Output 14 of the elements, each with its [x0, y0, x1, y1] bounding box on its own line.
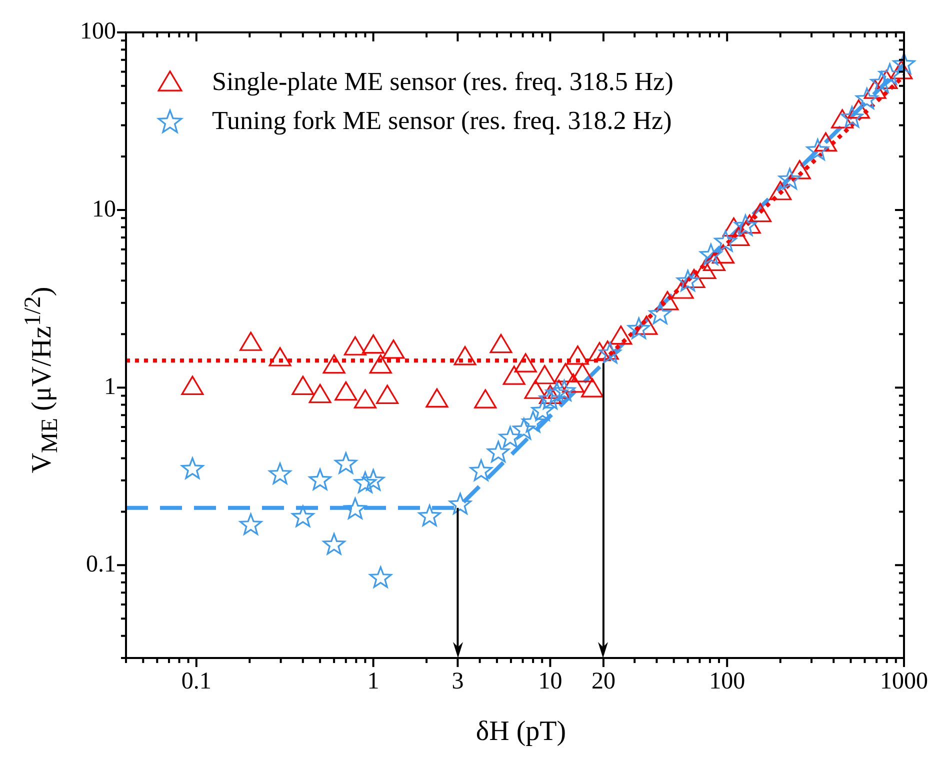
y-tick-label: 100: [80, 18, 116, 45]
y-tick-label: 10: [92, 196, 116, 222]
x-tick-label: 1: [367, 668, 380, 695]
x-tick-label: 100: [709, 668, 746, 695]
x-tick-label: 3: [452, 668, 464, 695]
x-axis-title: δH (pT): [476, 716, 566, 748]
y-tick-label: 0.1: [86, 551, 116, 578]
x-tick-label: 0.1: [181, 668, 212, 695]
legend-label: Single-plate ME sensor (res. freq. 318.5 Hz): [212, 67, 674, 96]
x-tick-label: 10: [538, 668, 562, 695]
x-tick-label: 1000: [880, 668, 928, 695]
legend-label: Tuning fork ME sensor (res. freq. 318.2 Hz): [212, 106, 672, 136]
x-tick-label: 20: [591, 668, 616, 695]
y-tick-label: 1: [104, 374, 116, 400]
